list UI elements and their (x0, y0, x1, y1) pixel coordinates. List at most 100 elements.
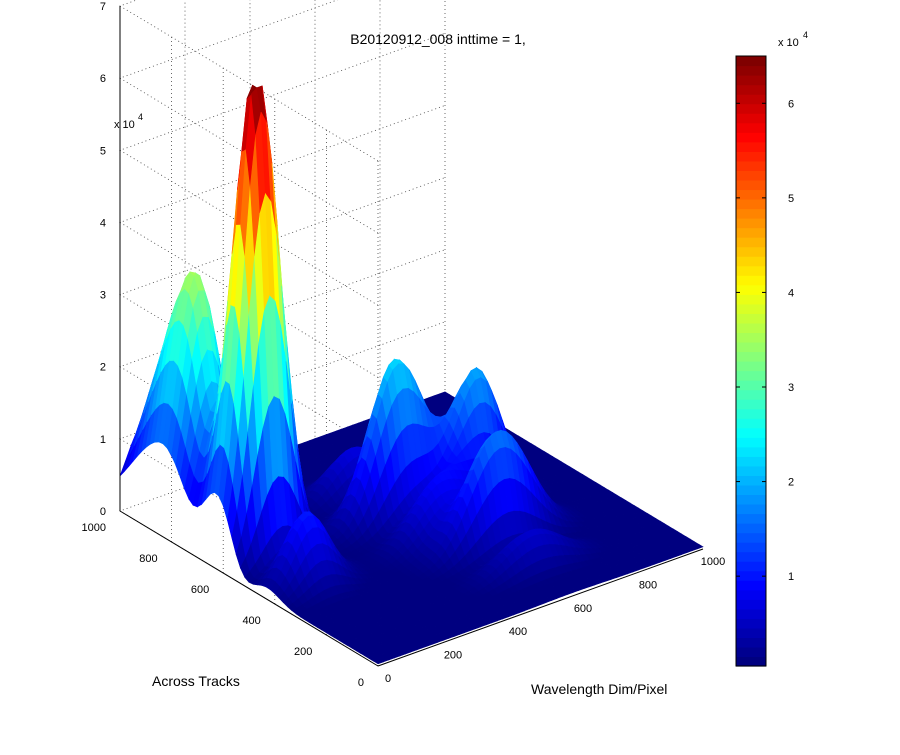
z-tick-label: 1 (100, 434, 106, 446)
colorbar-segment (736, 218, 766, 228)
colorbar-segment (736, 256, 766, 266)
colorbar-segment (736, 552, 766, 562)
colorbar-segment (736, 56, 766, 66)
colorbar-tick-label: 4 (788, 287, 794, 299)
colorbar-segment (736, 628, 766, 638)
colorbar-segment (736, 209, 766, 219)
colorbar-segment (736, 342, 766, 352)
z-tick-label: 2 (100, 362, 106, 374)
x-tick-label: 600 (574, 603, 592, 615)
colorbar-segment (736, 189, 766, 199)
colorbar-tick-label: 5 (788, 193, 794, 205)
colorbar-segment (736, 285, 766, 295)
colorbar-segment (736, 66, 766, 76)
colorbar-segment (736, 275, 766, 285)
colorbar-segment (736, 237, 766, 247)
colorbar-segment (736, 409, 766, 419)
colorbar-segment (736, 447, 766, 457)
colorbar-segment (736, 475, 766, 485)
colorbar-segment (736, 371, 766, 381)
colorbar-segment (736, 104, 766, 114)
colorbar-segment (736, 561, 766, 571)
colorbar-segment (736, 113, 766, 123)
y-tick-label: 400 (242, 615, 260, 627)
x-tick-label: 200 (444, 650, 462, 662)
colorbar-segment (736, 466, 766, 476)
colorbar-multiplier: x 10 (778, 37, 799, 49)
colorbar-segment (736, 75, 766, 85)
colorbar-segment (736, 361, 766, 371)
colorbar-segment (736, 637, 766, 647)
y-tick-label: 0 (358, 677, 364, 689)
colorbar-segment (736, 94, 766, 104)
z-tick-label: 4 (100, 217, 106, 229)
colorbar-segment (736, 599, 766, 609)
x-tick-label: 800 (639, 579, 657, 591)
z-tick-label: 6 (100, 73, 106, 85)
colorbar-segment (736, 504, 766, 514)
colorbar-segment (736, 399, 766, 409)
colorbar-segment (736, 266, 766, 276)
colorbar-segment (736, 523, 766, 533)
colorbar-segment (736, 199, 766, 209)
colorbar-tick-label: 6 (788, 98, 794, 110)
colorbar-exponent: 4 (803, 30, 808, 40)
colorbar-segment (736, 456, 766, 466)
colorbar-segment (736, 332, 766, 342)
colorbar-segment (736, 542, 766, 552)
colorbar-tick-label: 3 (788, 382, 794, 394)
surface-plot (120, 85, 703, 664)
colorbar-segment (736, 437, 766, 447)
x-tick-label: 1000 (701, 556, 725, 568)
colorbar-segment (736, 618, 766, 628)
y-tick-label: 200 (294, 646, 312, 658)
colorbar-segment (736, 294, 766, 304)
colorbar-segment (736, 142, 766, 152)
y-axis-label: Across Tracks (152, 673, 240, 689)
colorbar-segment (736, 247, 766, 257)
x-axis-label: Wavelength Dim/Pixel (531, 681, 667, 697)
colorbar-segment (736, 571, 766, 581)
x-tick-label: 0 (385, 673, 391, 685)
colorbar-segment (736, 390, 766, 400)
z-tick-label: 7 (100, 1, 106, 13)
z-multiplier-exponent: 4 (138, 112, 143, 122)
chart-title: B20120912_008 inttime = 1, (350, 31, 526, 47)
colorbar-segment (736, 323, 766, 333)
z-tick-label: 5 (100, 145, 106, 157)
colorbar-segment (736, 351, 766, 361)
colorbar-segment (736, 609, 766, 619)
colorbar-segment (736, 304, 766, 314)
z-tick-label: 3 (100, 290, 106, 302)
z-multiplier: x 10 (114, 119, 135, 131)
y-tick-label: 800 (139, 553, 157, 565)
colorbar-segment (736, 85, 766, 95)
colorbar-segment (736, 170, 766, 180)
colorbar-segment (736, 132, 766, 142)
colorbar-segment (736, 485, 766, 495)
colorbar-segment (736, 380, 766, 390)
colorbar-tick-label: 1 (788, 571, 794, 583)
colorbar-segment (736, 533, 766, 543)
x-tick-label: 400 (509, 626, 527, 638)
colorbar-segment (736, 494, 766, 504)
colorbar-segment (736, 647, 766, 657)
colorbar-segment (736, 580, 766, 590)
colorbar-segment (736, 656, 766, 666)
colorbar-segment (736, 590, 766, 600)
colorbar: 1 2 3 4 5 6 (736, 56, 794, 667)
y-tick-label: 600 (191, 584, 209, 596)
colorbar-segment (736, 180, 766, 190)
colorbar-segment (736, 161, 766, 171)
colorbar-segment (736, 428, 766, 438)
z-tick-label: 0 (100, 506, 106, 518)
colorbar-segment (736, 418, 766, 428)
colorbar-segment (736, 228, 766, 238)
colorbar-segment (736, 514, 766, 524)
y-tick-label: 1000 (82, 522, 106, 534)
colorbar-segment (736, 313, 766, 323)
colorbar-segment (736, 151, 766, 161)
colorbar-tick-label: 2 (788, 477, 794, 489)
